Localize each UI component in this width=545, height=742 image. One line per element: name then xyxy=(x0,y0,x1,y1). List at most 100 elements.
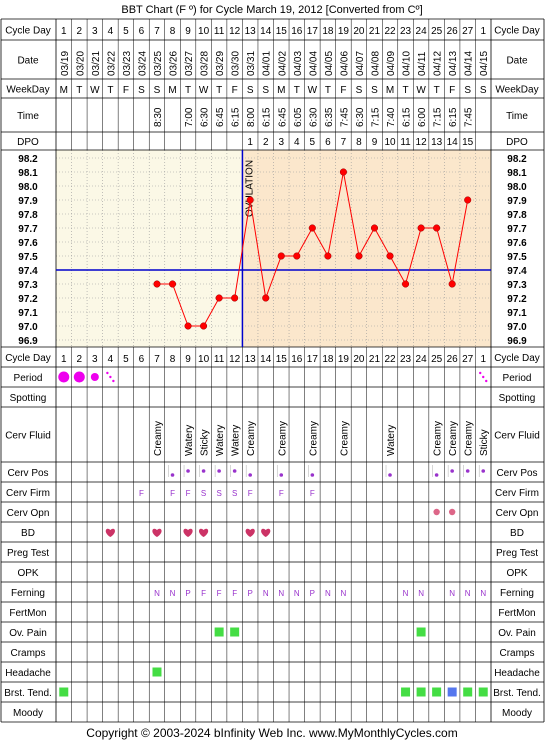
row-label-right: Headache xyxy=(494,668,540,679)
weekday-cell: F xyxy=(123,85,129,96)
y-tick-label-left: 97.6 xyxy=(18,238,38,249)
row-label-right: Period xyxy=(503,373,532,384)
ferning-cell: F xyxy=(232,589,237,598)
bd-heart-icon xyxy=(245,528,255,537)
cycle-day-number: 27 xyxy=(462,354,474,365)
cerv-pos-marker xyxy=(388,473,392,477)
dpo-cell: 8 xyxy=(356,137,362,148)
cycle-day-number: 24 xyxy=(416,354,428,365)
ferning-cell: N xyxy=(278,589,284,598)
cerv-firm-cell: S xyxy=(201,489,206,498)
row-label-right: BD xyxy=(510,528,524,539)
breast-tenderness-marker xyxy=(59,687,69,697)
dpo-cell: 4 xyxy=(294,137,300,148)
ov-pain-marker xyxy=(230,627,240,637)
cerv-pos-marker xyxy=(232,469,237,473)
row-label-right: Ov. Pain xyxy=(498,628,536,639)
ferning-cell: N xyxy=(263,589,269,598)
period-marker-medium xyxy=(90,373,99,381)
time-cell: 7:45 xyxy=(339,107,350,127)
temperature-point xyxy=(215,294,223,302)
cycle-day-number: 17 xyxy=(307,26,319,37)
ferning-cell: N xyxy=(480,589,486,598)
cerv-fluid-cell: Watery xyxy=(231,425,242,456)
row-label-right: Preg Test xyxy=(496,548,538,559)
cycle-day-number: 4 xyxy=(108,354,114,365)
row-label-right: Cerv Firm xyxy=(495,488,539,499)
weekday-cell: T xyxy=(402,85,408,96)
weekday-cell: S xyxy=(154,85,161,96)
row-label-left: Spotting xyxy=(10,393,47,404)
period-marker-spotting xyxy=(106,371,109,375)
time-cell: 6:45 xyxy=(277,107,288,127)
temperature-point xyxy=(153,280,161,288)
weekday-cell: S xyxy=(356,85,363,96)
dpo-cell: 7 xyxy=(341,137,347,148)
ferning-cell: N xyxy=(325,589,331,598)
row-label-left: Headache xyxy=(5,668,51,679)
temperature-point xyxy=(200,322,208,330)
cycle-day-number: 23 xyxy=(400,354,412,365)
cycle-day-number: 23 xyxy=(400,26,412,37)
ferning-cell: N xyxy=(170,589,176,598)
row-label-left: Cerv Fluid xyxy=(5,431,51,442)
row-label-right: Spotting xyxy=(499,393,536,404)
pre-ovulation-area xyxy=(56,150,243,347)
cerv-firm-cell: F xyxy=(279,489,284,498)
copyright-footer: Copyright © 2003-2024 bInfinity Web Inc.… xyxy=(86,726,457,740)
row-label-right: Cerv Fluid xyxy=(494,431,540,442)
y-tick-label-left: 98.2 xyxy=(18,154,38,165)
ferning-cell: F xyxy=(201,589,206,598)
time-cell: 6:30 xyxy=(355,107,366,127)
y-tick-label-left: 97.8 xyxy=(18,210,38,221)
plot-area xyxy=(56,150,491,347)
row-label-left: Ferning xyxy=(11,588,45,599)
cycle-day-number: 18 xyxy=(322,26,334,37)
time-cell: 7:45 xyxy=(464,107,475,127)
weekday-cell: M xyxy=(277,85,285,96)
cycle-day-number: 12 xyxy=(229,26,241,37)
temperature-point xyxy=(402,280,410,288)
breast-tenderness-marker xyxy=(401,687,411,697)
cycle-day-number: 13 xyxy=(245,26,257,37)
cycle-day-number: 3 xyxy=(92,354,98,365)
y-tick-label-right: 97.1 xyxy=(507,308,527,319)
weekday-cell: W xyxy=(416,85,426,96)
weekday-cell: M xyxy=(168,85,176,96)
cycle-day-number: 19 xyxy=(338,354,350,365)
weekday-cell: S xyxy=(464,85,471,96)
y-tick-label-left: 98.1 xyxy=(18,168,38,179)
row-label-right: FertMon xyxy=(498,608,535,619)
cycle-day-number: 3 xyxy=(92,26,98,37)
temperature-point xyxy=(386,252,394,260)
time-cell: 7:00 xyxy=(184,107,195,127)
time-cell: 7:15 xyxy=(433,107,444,127)
dpo-cell: 9 xyxy=(372,137,378,148)
cerv-fluid-cell: Creamy xyxy=(464,421,475,456)
date-cell: 04/11 xyxy=(417,51,428,76)
cycle-day-number: 21 xyxy=(369,26,381,37)
temperature-point xyxy=(355,252,363,260)
breast-tenderness-marker xyxy=(478,687,488,697)
row-label-left: WeekDay xyxy=(6,85,49,96)
row-label-right: DPO xyxy=(506,137,528,148)
cerv-firm-cell: F xyxy=(186,489,191,498)
row-label-left: BD xyxy=(21,528,35,539)
y-tick-label-left: 97.0 xyxy=(18,322,38,333)
cycle-day-number: 8 xyxy=(170,26,176,37)
date-cell: 04/14 xyxy=(464,51,475,76)
cycle-day-number: 6 xyxy=(139,354,145,365)
cycle-day-number: 15 xyxy=(276,26,288,37)
date-cell: 04/13 xyxy=(448,51,459,76)
weekday-cell: W xyxy=(308,85,318,96)
cycle-day-number: 1 xyxy=(61,26,67,37)
cerv-firm-cell: S xyxy=(216,489,221,498)
ferning-cell: N xyxy=(154,589,160,598)
date-cell: 04/03 xyxy=(293,51,304,76)
date-cell: 03/22 xyxy=(106,51,117,76)
cycle-day-number: 11 xyxy=(214,26,225,37)
cycle-day-number: 14 xyxy=(260,354,272,365)
cerv-fluid-cell: Creamy xyxy=(433,421,444,456)
